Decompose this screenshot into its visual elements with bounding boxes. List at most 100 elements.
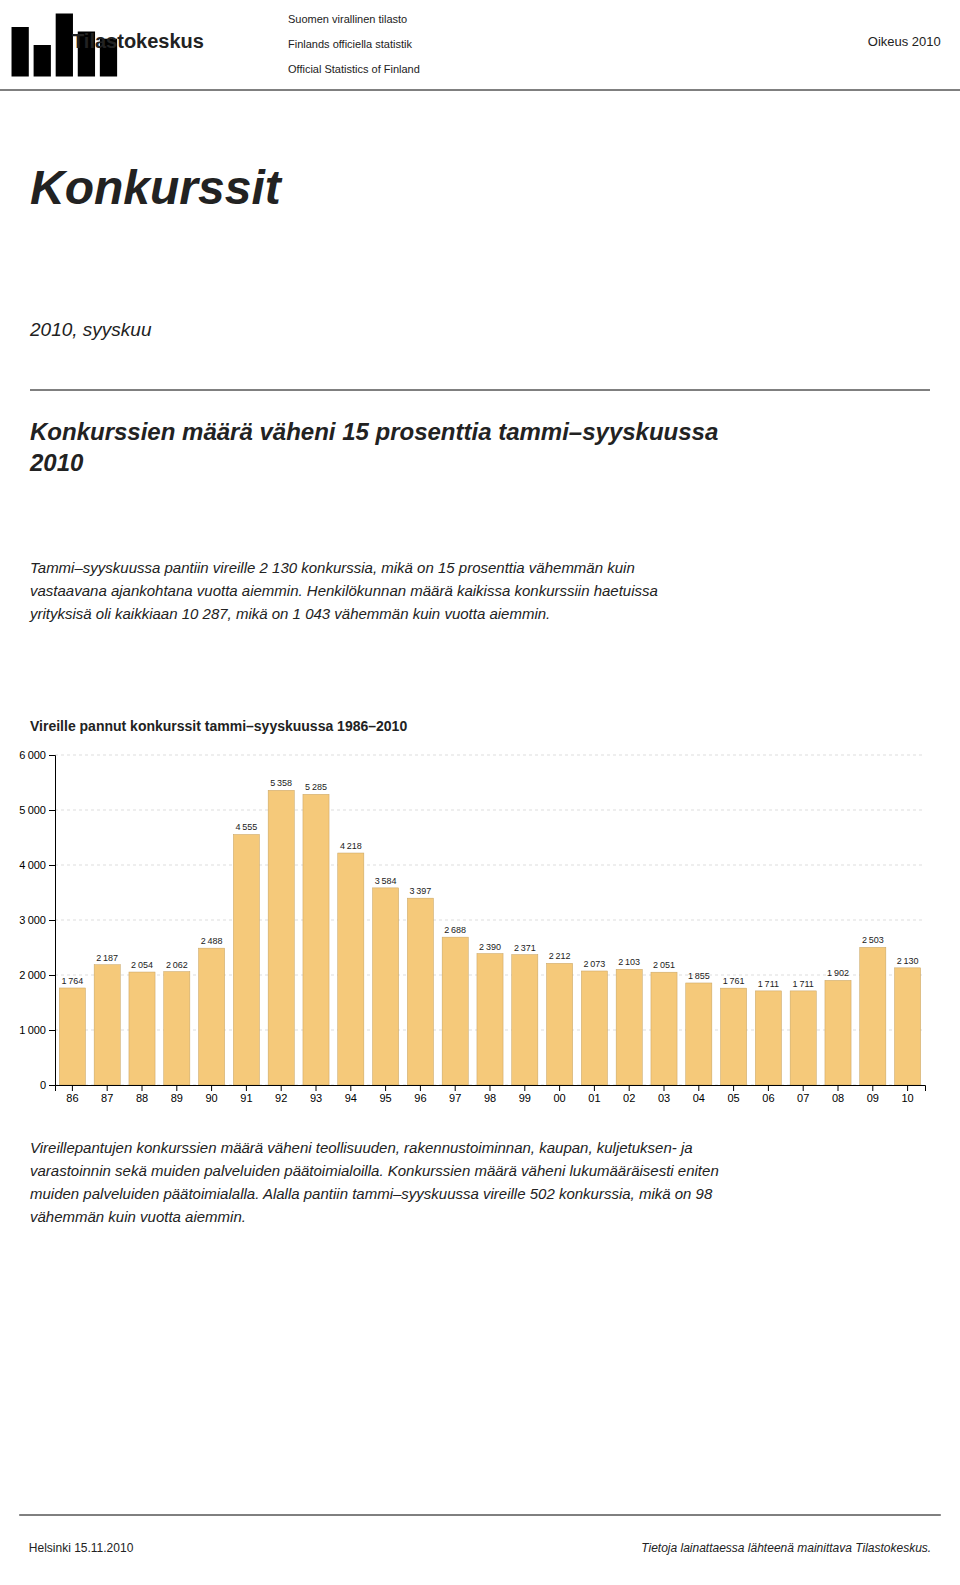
header-right: Oikeus 2010 — [868, 34, 941, 49]
bar — [825, 980, 851, 1085]
data-label: 3 584 — [375, 876, 397, 886]
x-tick-label: 91 — [240, 1092, 252, 1104]
y-tick-mark — [49, 1085, 55, 1086]
chart: 1 7642 1872 0542 0622 4884 5555 3585 285… — [19, 749, 925, 1104]
x-tick-mark — [803, 1085, 804, 1091]
bar — [233, 834, 259, 1085]
x-tick-mark — [768, 1085, 769, 1091]
y-tick: 2 000 — [19, 969, 55, 981]
bar — [59, 988, 85, 1085]
x-tick-label: 06 — [762, 1092, 774, 1104]
x-tick: 96 — [414, 1085, 426, 1104]
header-text: Finlands officiella statistik — [288, 38, 412, 50]
data-label: 2 488 — [201, 936, 223, 946]
bar — [442, 937, 468, 1085]
data-label: 2 103 — [618, 957, 640, 967]
x-axis-line — [56, 1086, 926, 1092]
x-tick: 04 — [693, 1085, 705, 1104]
chart-title: Vireille pannut konkurssit tammi–syyskuu… — [30, 718, 407, 734]
bar — [860, 947, 886, 1085]
x-tick: 05 — [727, 1085, 739, 1104]
x-tick-mark — [455, 1085, 456, 1091]
data-label: 2 130 — [897, 956, 919, 966]
y-tick-label: 6 000 — [19, 749, 46, 761]
x-tick-label: 09 — [867, 1092, 879, 1104]
footer-left: Helsinki 15.11.2010 — [29, 1541, 134, 1555]
bar — [616, 969, 642, 1085]
body-text: vastaavana ajankohtana vuotta aiemmin. H… — [30, 582, 658, 599]
bar — [373, 888, 399, 1085]
x-tick-label: 07 — [797, 1092, 809, 1104]
x-tick: 08 — [832, 1085, 844, 1104]
x-tick-mark — [629, 1085, 630, 1091]
x-tick-label: 08 — [832, 1092, 844, 1104]
grid-line — [55, 755, 925, 756]
x-tick-label: 04 — [693, 1092, 705, 1104]
x-tick-label: 99 — [519, 1092, 531, 1104]
x-tick: 09 — [867, 1085, 879, 1104]
x-tick-mark — [872, 1085, 873, 1091]
x-tick: 07 — [797, 1085, 809, 1104]
footer: Helsinki 15.11.2010Tietoja lainattaessa … — [19, 1515, 941, 1555]
x-tick-mark — [72, 1085, 73, 1091]
bar — [512, 955, 538, 1085]
page: TilastokeskusSuomen virallinen tilastoFi… — [0, 0, 960, 1585]
y-tick-label: 4 000 — [19, 859, 46, 871]
data-label: 1 711 — [758, 979, 779, 989]
x-tick-label: 96 — [414, 1092, 426, 1104]
x-tick-label: 01 — [588, 1092, 600, 1104]
logo-text: Tilastokeskus — [72, 30, 204, 52]
x-tick: 91 — [240, 1085, 252, 1104]
x-tick-label: 05 — [727, 1092, 739, 1104]
x-tick-mark — [420, 1085, 421, 1091]
bar — [721, 988, 747, 1085]
y-tick-mark — [49, 755, 55, 756]
x-tick-mark — [107, 1085, 108, 1091]
data-label: 2 390 — [479, 942, 501, 952]
x-tick-label: 92 — [275, 1092, 287, 1104]
x-tick-label: 98 — [484, 1092, 496, 1104]
bar — [895, 968, 921, 1085]
x-tick-mark — [838, 1085, 839, 1091]
y-tick-mark — [49, 975, 55, 976]
x-tick: 92 — [275, 1085, 287, 1104]
x-tick-mark — [664, 1085, 665, 1091]
header-text: Official Statistics of Finland — [288, 63, 420, 75]
x-tick: 98 — [484, 1085, 496, 1104]
body-text: varastoinnin sekä muiden palveluiden pää… — [30, 1162, 719, 1179]
x-tick-label: 94 — [345, 1092, 357, 1104]
bars — [59, 790, 920, 1085]
x-tick-mark — [559, 1085, 560, 1091]
x-tick: 88 — [136, 1085, 148, 1104]
x-tick-mark — [211, 1085, 212, 1091]
logo-bar — [56, 14, 73, 77]
data-label: 1 855 — [688, 971, 710, 981]
y-tick-label: 0 — [40, 1079, 46, 1091]
y-tick-mark — [49, 920, 55, 921]
x-tick: 89 — [171, 1085, 183, 1104]
x-tick: 06 — [762, 1085, 774, 1104]
y-tick-label: 5 000 — [19, 804, 46, 816]
logo-bar — [34, 45, 51, 77]
x-tick: 01 — [588, 1085, 600, 1104]
y-tick-mark — [49, 865, 55, 866]
bar — [407, 898, 433, 1085]
data-label: 2 073 — [583, 959, 605, 969]
x-tick-mark — [524, 1085, 525, 1091]
x-tick: 10 — [901, 1085, 913, 1104]
data-label: 2 187 — [96, 953, 118, 963]
x-tick: 95 — [379, 1085, 391, 1104]
y-tick: 1 000 — [19, 1024, 55, 1036]
x-tick: 02 — [623, 1085, 635, 1104]
x-tick-label: 86 — [66, 1092, 78, 1104]
data-label: 2 062 — [166, 960, 188, 970]
logo-bar — [12, 27, 29, 77]
bar — [199, 948, 225, 1085]
x-tick-mark — [385, 1085, 386, 1091]
data-label: 2 054 — [131, 960, 153, 970]
x-tick-mark — [142, 1085, 143, 1091]
data-label: 1 902 — [827, 968, 849, 978]
x-axis: 8687888990919293949596979899000102030405… — [56, 1085, 926, 1104]
heading: Konkurssien määrä väheni 15 prosenttia t… — [30, 418, 718, 445]
bar — [303, 794, 329, 1085]
